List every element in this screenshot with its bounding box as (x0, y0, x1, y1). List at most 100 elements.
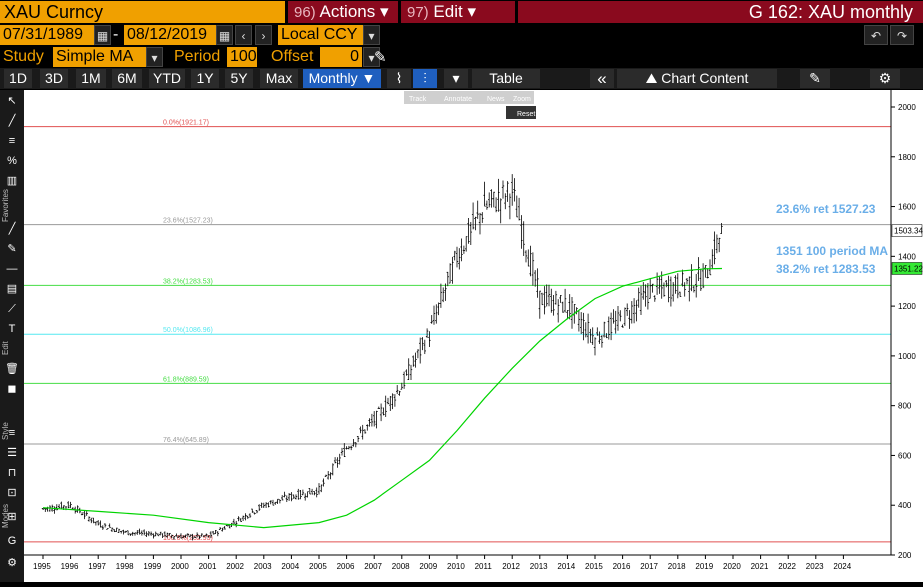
color-icon[interactable]: ◼ (7, 383, 17, 395)
trash-icon[interactable]: 🗑 (5, 363, 19, 375)
period-label: Period (174, 48, 221, 65)
calendar-icon[interactable]: ▦ (94, 25, 111, 45)
chevron-down-icon[interactable]: ▾ (363, 25, 380, 45)
range-3d-button[interactable]: 3D (40, 69, 68, 88)
x-tick-label: 2019 (695, 562, 713, 571)
period-input[interactable]: 100 (227, 47, 257, 67)
last-price-label: 1503.34 (894, 227, 923, 236)
chevron-down-icon[interactable]: ▾ (146, 47, 163, 67)
fib-label: 100.0%(252.93) (163, 535, 213, 542)
text-icon[interactable]: T (8, 323, 16, 335)
next-arrow-icon[interactable]: › (255, 25, 272, 45)
chart-content-label: Chart Content (661, 70, 749, 86)
annotation-fib-236: 23.6% ret 1527.23 (776, 202, 876, 216)
chevron-down-icon[interactable]: ▾ (363, 47, 380, 67)
range-max-button[interactable]: Max (260, 69, 298, 88)
end-date-input[interactable]: 08/12/2019 (124, 25, 216, 45)
x-tick-label: 2015 (585, 562, 603, 571)
last-price-tag (891, 224, 923, 237)
fib-label: 50.0%(1086.96) (163, 327, 213, 334)
ruler-icon[interactable]: ⟋ (8, 303, 16, 315)
news-tool[interactable]: News (487, 96, 505, 103)
y-tick-label: 800 (898, 402, 912, 411)
chevron-down-icon[interactable]: ▾ (444, 69, 468, 88)
line-style-icon[interactable]: ≡ (8, 427, 16, 439)
settings-icon[interactable]: ⚙ (7, 557, 17, 569)
x-tick-label: 1995 (33, 562, 51, 571)
prev-arrow-icon[interactable]: ‹ (235, 25, 252, 45)
redo-icon[interactable]: ↷ (890, 25, 914, 45)
x-tick-label: 2008 (392, 562, 410, 571)
range-1d-button[interactable]: 1D (4, 69, 32, 88)
x-tick-label: 2022 (778, 562, 796, 571)
x-tick-label: 1997 (88, 562, 106, 571)
lock-icon[interactable]: ⊡ (7, 487, 17, 499)
collapse-icon[interactable]: « (590, 69, 614, 88)
chart-content-button[interactable]: ⛰ Chart Content (617, 69, 777, 88)
zoom-tool[interactable]: Zoom (513, 96, 531, 103)
edit-chart-icon[interactable]: ✎ (800, 69, 830, 88)
currency-select[interactable]: Local CCY (278, 25, 363, 45)
calendar-icon[interactable]: ▦ (216, 25, 233, 45)
y-tick-label: 200 (898, 551, 912, 560)
edit-menu[interactable]: 97) Edit ▾ (401, 1, 515, 23)
pen-icon[interactable]: ✎ (7, 243, 17, 255)
undo-icon[interactable]: ↶ (864, 25, 888, 45)
annotation-ma: 1351 100 period MA (776, 244, 888, 258)
title-bar: XAU Curncy 96) Actions ▾ 97) Edit ▾ G 16… (0, 0, 923, 24)
x-tick-label: 2024 (833, 562, 851, 571)
range-1y-button[interactable]: 1Y (191, 69, 219, 88)
study-select[interactable]: Simple MA (53, 47, 146, 67)
bar-chart-icon[interactable]: ⫶ (413, 69, 437, 88)
y-tick-label: 1000 (898, 352, 916, 361)
y-tick-label: 1600 (898, 203, 916, 212)
line-chart-icon[interactable]: ⌇ (387, 69, 411, 88)
x-tick-label: 2009 (419, 562, 437, 571)
chart-content-icon: ⛰ (645, 70, 662, 86)
y-tick-label: 400 (898, 501, 912, 510)
y-tick-label: 1200 (898, 302, 916, 311)
x-tick-label: 2004 (281, 562, 299, 571)
chevron-down-icon: ▾ (379, 2, 389, 21)
offset-input[interactable]: 0 (320, 47, 362, 67)
price-chart-svg[interactable]: 0.0%(1921.17) 23.6%(1527.23) 38.2%(1283.53… (24, 90, 923, 582)
trendline-icon[interactable]: ╱ (8, 115, 16, 127)
chart-area[interactable]: 0.0%(1921.17) 23.6%(1527.23) 38.2%(1283.53… (24, 90, 923, 582)
moving-average-line (42, 267, 723, 529)
fib-label: 0.0%(1921.17) (163, 120, 209, 127)
graph-title: G 162: XAU monthly (518, 1, 923, 23)
x-tick-label: 2016 (613, 562, 631, 571)
x-tick-label: 1996 (61, 562, 79, 571)
frequency-select[interactable]: Monthly ▼ (303, 69, 381, 88)
bars-icon[interactable]: ▥ (6, 175, 18, 187)
actions-label: Actions (319, 2, 376, 21)
table-button[interactable]: Table (472, 69, 540, 88)
pencil-icon[interactable]: ✎ (374, 49, 387, 66)
range-1m-button[interactable]: 1M (76, 69, 106, 88)
reset-button[interactable] (506, 106, 536, 119)
snap-icon[interactable]: ⊞ (7, 511, 17, 523)
offset-label: Offset (271, 48, 314, 65)
date-range-bar: 07/31/1989 ▦ - 08/12/2019 ▦ ‹ › Local CC… (0, 25, 923, 46)
percent-icon[interactable]: % (7, 155, 17, 167)
actions-menu[interactable]: 96) Actions ▾ (288, 1, 398, 23)
range-6m-button[interactable]: 6M (112, 69, 142, 88)
track-tool[interactable]: Track (409, 96, 427, 103)
edit-section-label: Edit (1, 341, 10, 355)
line-width-icon[interactable]: ☰ (7, 447, 17, 459)
range-ytd-button[interactable]: YTD (149, 69, 185, 88)
fibonacci-icon[interactable]: ≡ (8, 135, 16, 147)
ticker-field[interactable]: XAU Curncy (0, 1, 285, 23)
range-5y-button[interactable]: 5Y (225, 69, 253, 88)
glue-icon[interactable]: G (7, 535, 17, 547)
annotate-tool[interactable]: Annotate (444, 96, 472, 103)
gear-icon[interactable]: ⚙ (870, 69, 900, 88)
fib-label: 38.2%(1283.53) (163, 278, 213, 285)
cursor-icon[interactable]: ↖ (7, 95, 17, 107)
brush-icon[interactable]: ╱ (8, 223, 16, 235)
hline-icon[interactable]: — (6, 263, 18, 275)
magnet-icon[interactable]: ⊓ (7, 467, 17, 479)
channel-icon[interactable]: ▤ (6, 283, 18, 295)
x-tick-label: 2011 (475, 562, 493, 571)
start-date-input[interactable]: 07/31/1989 (0, 25, 94, 45)
